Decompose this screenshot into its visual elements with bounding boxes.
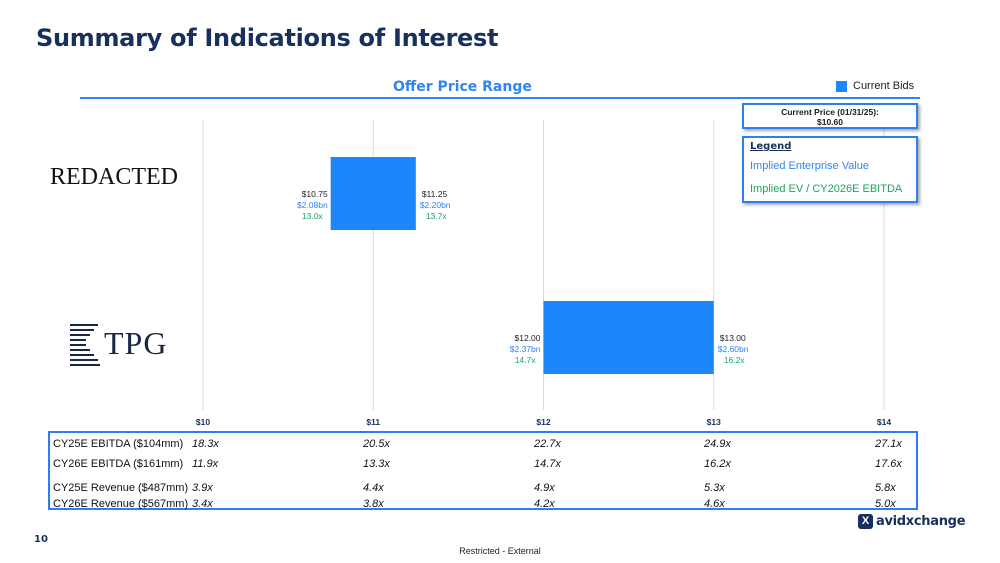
low-price-label: $10.75: [302, 189, 328, 199]
x-tick-label: $11: [366, 417, 380, 427]
high-price-label: $11.25: [422, 189, 448, 199]
bid-range-bar: [543, 301, 714, 374]
multiples-cell: 5.0x: [875, 498, 896, 510]
multiples-cell: 3.8x: [363, 498, 384, 510]
chart-title: Offer Price Range: [393, 79, 532, 95]
legend-ev-label: Implied Enterprise Value: [750, 160, 870, 172]
multiples-cell: 4.2x: [534, 498, 555, 510]
multiples-cell: 11.9x: [192, 458, 219, 470]
multiples-cell: 24.9x: [704, 438, 731, 450]
multiples-cell: 4.4x: [363, 482, 384, 494]
footer-classification: Restricted - External: [459, 546, 541, 556]
low-multiple-label: 14.7x: [515, 355, 537, 365]
high-multiple-label: 16.2x: [724, 355, 746, 365]
x-tick-label: $10: [196, 417, 210, 427]
multiples-row: CY25E Revenue ($487mm) 3.9x 4.4x 4.9x 5.3x 5.…: [50, 479, 916, 498]
legend-swatch: [836, 80, 847, 92]
multiples-cell: 20.5x: [363, 438, 390, 450]
low-multiple-label: 13.0x: [302, 211, 324, 221]
multiples-cell: 27.1x: [875, 438, 902, 450]
multiples-row: CY26E Revenue ($567mm) 3.4x 3.8x 4.2x 4.6x 5.…: [50, 495, 916, 514]
avidxchange-logo: X avidxchange: [858, 514, 966, 529]
current-price-value: $10.60: [817, 117, 843, 127]
high-multiple-label: 13.7x: [426, 211, 448, 221]
low-ev-label: $2.08bn: [297, 200, 328, 210]
multiples-row: CY25E EBITDA ($104mm) 18.3x 20.5x 22.7x 24.9…: [50, 435, 916, 454]
multiples-cell: 17.6x: [875, 458, 902, 470]
multiples-cell: 13.3x: [363, 458, 390, 470]
page-title: Summary of Indications of Interest: [36, 24, 499, 52]
multiples-row-label: CY26E Revenue ($567mm): [53, 498, 189, 510]
legend-current-bids: Current Bids: [836, 80, 914, 92]
bidder-tpg-label: TPG: [104, 325, 168, 361]
multiples-row: CY26E EBITDA ($161mm) 11.9x 13.3x 14.7x 16.2…: [50, 455, 916, 474]
bidder-redacted-label: REDACTED: [50, 164, 178, 190]
current-price-box: Current Price (01/31/25): $10.60: [742, 103, 918, 129]
brand-name: avidxchange: [876, 514, 966, 529]
multiples-cell: 5.8x: [875, 482, 896, 494]
multiples-cell: 22.7x: [534, 438, 561, 450]
high-price-label: $13.00: [720, 333, 746, 343]
bid-range-bar: [330, 157, 416, 230]
multiples-cell: 18.3x: [192, 438, 219, 450]
multiples-cell: 4.6x: [704, 498, 725, 510]
page-number: 10: [34, 534, 48, 545]
tpg-logo: [70, 324, 100, 366]
multiples-cell: 4.9x: [534, 482, 555, 494]
legend-box: Legend Implied Enterprise Value Implied …: [742, 136, 918, 203]
low-price-label: $12.00: [515, 333, 541, 343]
multiples-cell: 16.2x: [704, 458, 731, 470]
multiples-cell: 3.4x: [192, 498, 213, 510]
legend-heading: Legend: [750, 141, 792, 152]
high-ev-label: $2.60bn: [718, 344, 749, 354]
x-tick-label: $12: [536, 417, 550, 427]
high-ev-label: $2.20bn: [420, 200, 451, 210]
multiples-row-label: CY25E EBITDA ($104mm): [53, 438, 184, 450]
multiples-cell: 3.9x: [192, 482, 213, 494]
multiples-row-label: CY26E EBITDA ($161mm): [53, 458, 184, 470]
multiples-table: CY25E EBITDA ($104mm) 18.3x 20.5x 22.7x 24.9…: [48, 431, 918, 510]
low-ev-label: $2.37bn: [510, 344, 541, 354]
current-price-label: Current Price (01/31/25):: [781, 107, 879, 117]
x-tick-label: $14: [877, 417, 891, 427]
chart-title-rule: [80, 97, 920, 99]
legend-current-bids-label: Current Bids: [853, 80, 915, 92]
multiples-row-label: CY25E Revenue ($487mm): [53, 482, 189, 494]
legend-multiple-label: Implied EV / CY2026E EBITDA: [750, 183, 903, 195]
multiples-cell: 14.7x: [534, 458, 561, 470]
brand-x-icon: X: [858, 514, 873, 529]
x-tick-label: $13: [707, 417, 721, 427]
multiples-cell: 5.3x: [704, 482, 725, 494]
